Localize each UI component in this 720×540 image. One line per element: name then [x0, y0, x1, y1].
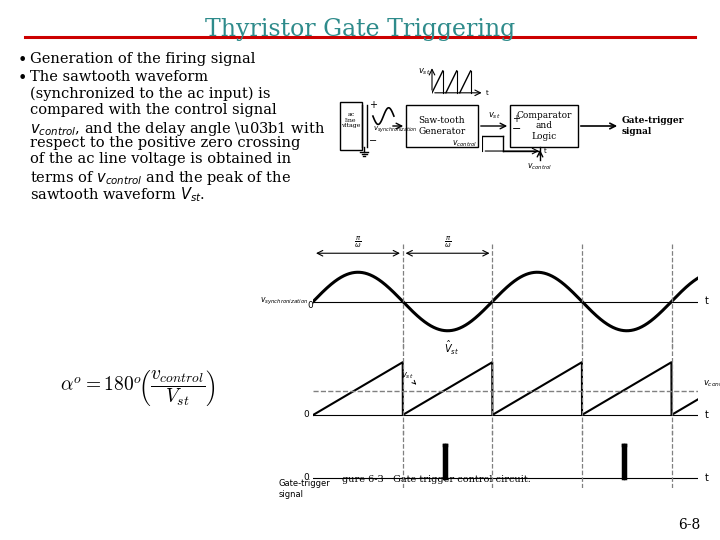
Text: $\frac{\pi}{\omega}$: $\frac{\pi}{\omega}$ [444, 235, 451, 251]
Text: $v_{control}$: $v_{control}$ [703, 378, 720, 389]
Text: t: t [705, 296, 708, 307]
Text: $\hat{V}_{st}$: $\hat{V}_{st}$ [444, 339, 459, 357]
Text: 0: 0 [307, 301, 313, 310]
Text: •: • [18, 70, 27, 87]
Text: −: − [369, 136, 377, 146]
Text: +: + [369, 100, 377, 110]
Text: Gate-trigger
signal: Gate-trigger signal [279, 480, 330, 499]
Text: $v_{st}$: $v_{st}$ [418, 66, 431, 77]
Text: +: + [512, 114, 520, 124]
Text: t: t [705, 473, 708, 483]
Text: Comparator
and
Logic: Comparator and Logic [516, 111, 572, 141]
Text: (synchronized to the ac input) is: (synchronized to the ac input) is [30, 86, 271, 101]
Text: Gate-trigger
signal: Gate-trigger signal [622, 116, 685, 136]
Text: t: t [486, 90, 489, 96]
Text: $v_{st}$: $v_{st}$ [487, 111, 500, 121]
Text: $v_{control}$: $v_{control}$ [452, 138, 477, 149]
Text: $\frac{\pi}{\omega}$: $\frac{\pi}{\omega}$ [354, 235, 362, 251]
Text: $v_{st}$: $v_{st}$ [401, 370, 415, 384]
Text: 6-8: 6-8 [678, 518, 700, 532]
FancyBboxPatch shape [510, 105, 578, 147]
Text: $\alpha^o = 180^o\!\left(\dfrac{v_{control}}{V_{st}}\right)$: $\alpha^o = 180^o\!\left(\dfrac{v_{contr… [60, 368, 216, 408]
FancyBboxPatch shape [406, 105, 478, 147]
Text: gure 6-3   Gate trigger control circuit.: gure 6-3 Gate trigger control circuit. [342, 476, 531, 484]
Text: Saw-tooth
Generator: Saw-tooth Generator [418, 116, 466, 136]
Text: The sawtooth waveform: The sawtooth waveform [30, 70, 208, 84]
Text: respect to the positive zero crossing: respect to the positive zero crossing [30, 136, 300, 150]
Text: terms of $v_{control}$ and the peak of the: terms of $v_{control}$ and the peak of t… [30, 169, 291, 187]
Text: $v_{synchronization}$: $v_{synchronization}$ [261, 296, 309, 307]
Text: compared with the control signal: compared with the control signal [30, 103, 276, 117]
FancyBboxPatch shape [340, 102, 362, 150]
Text: of the ac line voltage is obtained in: of the ac line voltage is obtained in [30, 152, 291, 166]
Text: t: t [544, 148, 546, 154]
Text: t: t [705, 410, 708, 420]
Text: ac
line
vltage: ac line vltage [341, 112, 361, 129]
Text: $v_{control}$, and the delay angle \u03b1 with: $v_{control}$, and the delay angle \u03b… [30, 119, 325, 138]
Text: $v_{synchronization}$: $v_{synchronization}$ [373, 125, 418, 135]
Text: 0: 0 [303, 410, 309, 420]
Text: $v_{control}$: $v_{control}$ [528, 162, 552, 172]
Text: −: − [512, 124, 521, 134]
Text: •: • [18, 52, 27, 69]
Text: sawtooth waveform $V_{st}$.: sawtooth waveform $V_{st}$. [30, 186, 205, 204]
Text: Thyristor Gate Triggering: Thyristor Gate Triggering [205, 18, 515, 41]
Text: 0: 0 [303, 474, 309, 482]
Text: Generation of the firing signal: Generation of the firing signal [30, 52, 256, 66]
